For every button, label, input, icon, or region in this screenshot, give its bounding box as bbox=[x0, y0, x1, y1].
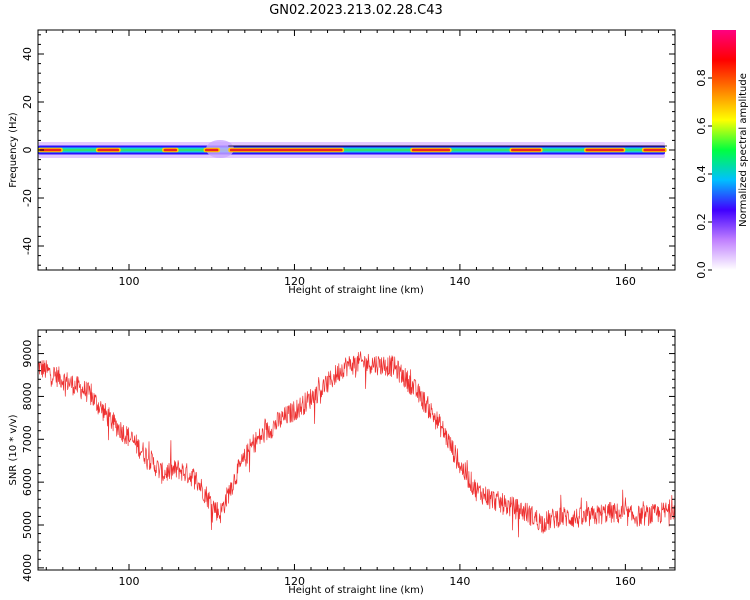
spectrogram-x-label: Height of straight line (km) bbox=[288, 285, 424, 296]
y-tick-label: 8000 bbox=[21, 382, 34, 410]
band-peak-core bbox=[585, 148, 624, 152]
band-inner bbox=[38, 148, 665, 152]
x-tick-label: 100 bbox=[119, 575, 140, 588]
snr-y-axis: 4000 5000 6000 7000 8000 9000 bbox=[21, 335, 675, 582]
snr-panel: 100 120 140 160 4000 5000 6000 7000 8000 9000 He… bbox=[8, 329, 676, 596]
band-peak-core bbox=[411, 148, 451, 152]
snr-x-axis: 100 120 140 160 bbox=[45, 330, 676, 588]
band-peak-core bbox=[204, 148, 219, 152]
y-tick-label: 9000 bbox=[21, 340, 34, 368]
spectrogram-x-axis: 100 120 140 160 bbox=[45, 30, 676, 288]
y-tick-label: 40 bbox=[21, 47, 34, 61]
band-peak-core bbox=[163, 148, 178, 152]
band-peak-core bbox=[229, 148, 343, 152]
spectrogram-y-label: Frequency (Hz) bbox=[8, 112, 19, 188]
snr-x-label: Height of straight line (km) bbox=[288, 585, 424, 596]
x-tick-label: 120 bbox=[284, 275, 305, 288]
band-peak-core bbox=[511, 148, 542, 152]
colorbar-axis: 0.0 0.2 0.4 0.6 0.8 bbox=[695, 69, 712, 279]
figure-title: GN02.2023.213.02.28.C43 bbox=[269, 3, 443, 18]
colorbar: 0.0 0.2 0.4 0.6 0.8 Normalized spectral ampl… bbox=[695, 30, 749, 279]
band-peak-core bbox=[39, 148, 62, 152]
x-tick-label: 160 bbox=[615, 575, 636, 588]
band-peak-core bbox=[643, 148, 666, 152]
y-tick-label: 5000 bbox=[21, 511, 34, 539]
snr-y-label: SNR (10 * v/v) bbox=[8, 414, 19, 485]
x-tick-label: 100 bbox=[119, 275, 140, 288]
x-tick-label: 120 bbox=[284, 575, 305, 588]
colorbar-gradient bbox=[712, 30, 736, 270]
colorbar-tick-label: 0.6 bbox=[695, 117, 708, 135]
x-tick-label: 140 bbox=[449, 275, 470, 288]
band-peak-core bbox=[97, 148, 120, 152]
spectrogram-panel: 100 120 140 160 40 20 0 -20 -40 Height of strai… bbox=[8, 29, 676, 296]
snr-series-line bbox=[38, 351, 675, 538]
y-tick-label: 4000 bbox=[21, 554, 34, 582]
y-tick-label: 7000 bbox=[21, 425, 34, 453]
y-tick-label: -20 bbox=[21, 189, 34, 207]
colorbar-tick-label: 0.8 bbox=[695, 69, 708, 87]
colorbar-tick-label: 0.2 bbox=[695, 213, 708, 231]
y-tick-label: 0 bbox=[21, 147, 34, 154]
snr-frame bbox=[37, 329, 676, 571]
y-tick-label: -40 bbox=[21, 237, 34, 255]
band-bulge bbox=[206, 140, 234, 158]
colorbar-label: Normalized spectral amplitude bbox=[738, 73, 749, 227]
spectrogram-band bbox=[38, 140, 667, 158]
x-tick-label: 140 bbox=[449, 575, 470, 588]
y-tick-label: 20 bbox=[21, 95, 34, 109]
spectrogram-y-axis: 40 20 0 -20 -40 bbox=[21, 34, 675, 266]
y-tick-label: 6000 bbox=[21, 468, 34, 496]
x-tick-label: 160 bbox=[615, 275, 636, 288]
colorbar-tick-label: 0.4 bbox=[695, 165, 708, 183]
colorbar-tick-label: 0.0 bbox=[695, 261, 708, 279]
